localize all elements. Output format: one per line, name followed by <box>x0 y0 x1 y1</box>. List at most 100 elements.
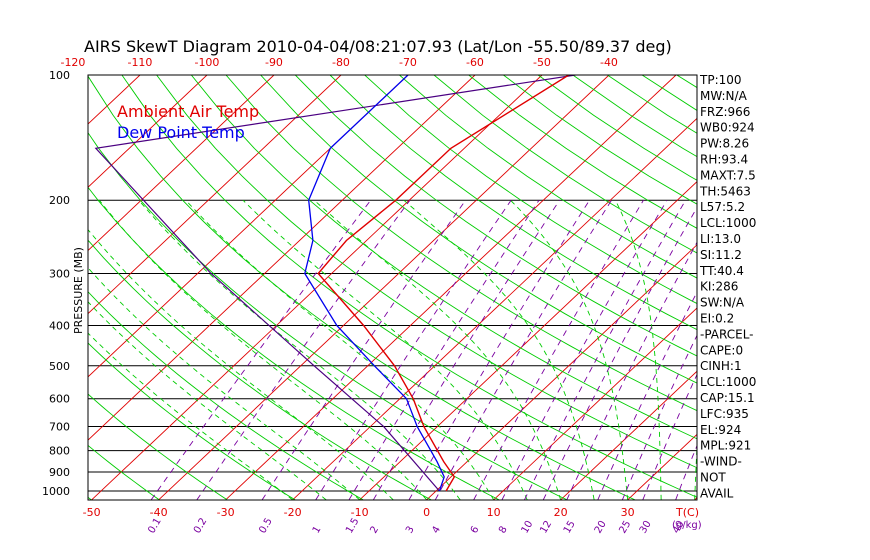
pressure-tick-label: 300 <box>49 267 70 280</box>
index-entry: NOT <box>700 471 726 485</box>
index-entry: MAXT:7.5 <box>700 168 756 182</box>
profile-layer <box>94 75 576 492</box>
mixing-ratio-unit-label: (g/kg) <box>672 520 702 531</box>
pressure-tick-label: 900 <box>49 466 70 479</box>
index-entry: LI:13.0 <box>700 232 741 246</box>
moist-adiabat-line <box>313 199 562 500</box>
mixing-ratio-label: 25 <box>617 519 633 536</box>
dry-adiabat-line <box>0 75 23 500</box>
index-entry: FRZ:966 <box>700 105 750 119</box>
mixing-ratio-label: 1 <box>311 524 324 535</box>
isotherm-line <box>88 75 342 315</box>
mixing-ratio-label: 1.5 <box>344 516 361 535</box>
dry-adiabat-line <box>781 75 870 500</box>
mixing-ratio-label: 0.5 <box>257 516 274 535</box>
moist-adiabat-line <box>510 199 629 500</box>
mixing-ratio-line <box>473 199 644 500</box>
moist-adiabat-line <box>98 199 428 500</box>
dry-adiabat-line <box>746 75 870 500</box>
isotherm-line <box>91 75 543 500</box>
dry-adiabat-line <box>364 75 697 305</box>
pressure-tick-label: 100 <box>49 69 70 82</box>
top-temp-tick-label: -40 <box>600 56 618 69</box>
top-temp-tick-label: -110 <box>127 56 152 69</box>
temperature-profile-line <box>317 75 570 492</box>
mixing-ratio-line <box>348 199 540 500</box>
bottom-axis-label: T(C) <box>675 506 699 519</box>
mixing-ratio-line <box>150 199 372 500</box>
dry-adiabat-line <box>88 444 160 500</box>
bottom-temp-tick-label: -30 <box>217 506 235 519</box>
dry-adiabat-line <box>156 75 697 469</box>
index-entry: -WIND- <box>700 455 742 469</box>
top-temp-tick-label: -80 <box>332 56 350 69</box>
mixing-ratio-label: 30 <box>638 519 654 536</box>
y-axis-label: PRESSURE (MB) <box>72 247 85 334</box>
mixing-ratio-line <box>315 199 512 500</box>
isotherm-line <box>560 370 697 500</box>
dry-adiabat-line <box>88 75 635 500</box>
mixing-ratio-label: 12 <box>538 519 554 536</box>
bottom-temp-tick-label: -40 <box>150 506 168 519</box>
isotherm-line <box>762 75 870 500</box>
pressure-tick-label: 800 <box>49 445 70 458</box>
index-entry: CAP:15.1 <box>700 391 755 405</box>
dry-adiabat-line <box>433 75 697 254</box>
bottom-temp-tick-label: 10 <box>487 506 501 519</box>
isotherm-line <box>493 307 697 500</box>
mixing-ratio-line <box>566 241 697 500</box>
mixing-ratio-label: 4 <box>430 524 443 535</box>
bottom-temp-tick-label: -50 <box>83 506 101 519</box>
legend-dew-point-temp: Dew Point Temp <box>117 123 245 142</box>
dry-adiabat-line <box>88 186 500 500</box>
index-entry: EL:924 <box>700 423 741 437</box>
isotherm-line <box>225 75 677 500</box>
dry-adiabat-line <box>88 239 432 500</box>
index-entry: -PARCEL- <box>700 327 754 341</box>
isotherm-line <box>426 244 697 500</box>
index-entry: RH:93.4 <box>700 153 748 167</box>
index-entry: MPL:921 <box>700 439 751 453</box>
moist-adiabat-line <box>242 199 528 500</box>
isotherm-line <box>359 180 697 500</box>
bottom-temp-tick-label: 0 <box>423 506 430 519</box>
index-entry: KI:286 <box>700 280 738 294</box>
mixing-ratio-line <box>261 199 466 500</box>
mixing-ratio-line <box>621 334 697 500</box>
index-entry: L57:5.2 <box>700 200 745 214</box>
dry-adiabat-line <box>121 75 697 498</box>
mixing-ratio-label: 3 <box>404 524 417 535</box>
dry-adiabat-line <box>294 75 697 357</box>
index-entry: AVAIL <box>700 486 734 500</box>
index-panel: TP:100 MW:N/A FRZ:966 WB0:924 PW:8.26 RH:93.4… <box>699 73 756 500</box>
moist-adiabat-line <box>88 301 327 500</box>
mixing-ratio-line <box>542 206 697 500</box>
top-temp-tick-label: -120 <box>60 56 85 69</box>
pressure-tick-label: 600 <box>49 393 70 406</box>
mixing-ratio-label: 15 <box>562 519 578 536</box>
mixing-ratio-line <box>597 291 697 500</box>
chart-title: AIRS SkewT Diagram 2010-04-04/08:21:07.9… <box>84 37 672 56</box>
index-entry: TH:5463 <box>699 184 751 198</box>
mixing-ratio-label: 20 <box>593 519 609 536</box>
moist-adiabat-line <box>88 228 394 500</box>
dry-adiabat-line <box>399 75 697 279</box>
index-entry: LCL:1000 <box>700 216 756 230</box>
isotherm-line <box>88 75 275 252</box>
parcel-path-line <box>94 75 576 492</box>
isotherm-line <box>0 75 6 500</box>
mixing-ratio-line <box>196 199 411 500</box>
dry-adiabat-line <box>329 75 697 331</box>
grid-layer <box>0 75 870 500</box>
index-entry: MW:N/A <box>700 89 748 103</box>
isotherm-line <box>88 75 476 441</box>
index-entry: WB0:924 <box>700 121 755 135</box>
dry-adiabat-line <box>88 393 228 500</box>
dry-adiabat-line <box>641 75 697 111</box>
plot-frame <box>87 74 698 501</box>
dry-adiabat-line <box>190 75 697 440</box>
pressure-tick-label: 200 <box>49 194 70 207</box>
index-entry: EI:0.2 <box>700 312 734 326</box>
bottom-temp-tick-label: -20 <box>284 506 302 519</box>
